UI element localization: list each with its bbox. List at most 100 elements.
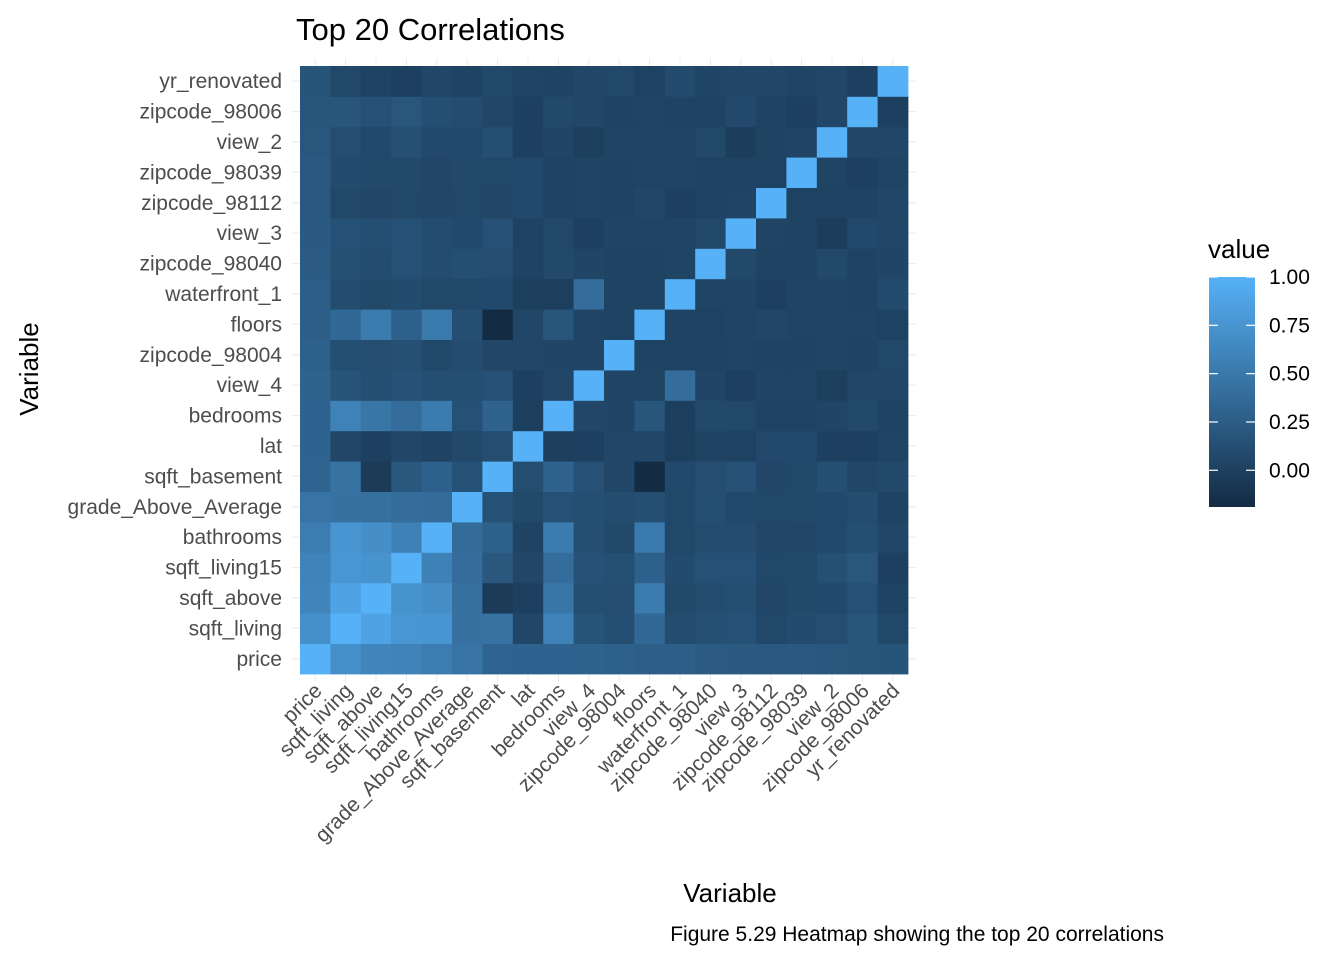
heatmap-cell [391,187,422,219]
heatmap-cell [482,278,514,310]
y-tick-label: bedrooms [189,405,282,428]
heatmap-cells [300,66,909,675]
heatmap-cell [847,400,878,432]
heatmap-cell [543,157,574,188]
heatmap-cell [300,552,331,584]
heatmap-cell [847,96,878,128]
heatmap-cell [300,582,331,614]
heatmap-cell [512,218,544,249]
heatmap-cell [634,218,666,249]
heatmap-cell [604,66,635,97]
heatmap-cell [421,370,453,401]
heatmap-cell [816,552,848,584]
heatmap-cell [664,491,696,523]
heatmap-cell [725,218,757,249]
heatmap-cell [756,218,787,249]
heatmap-cell [452,491,483,523]
heatmap-cell [664,400,696,432]
heatmap-cell [816,66,848,97]
heatmap-cell [877,157,909,188]
heatmap-cell [482,552,514,584]
heatmap-cell [573,66,605,97]
heatmap-cell [725,552,757,584]
heatmap-cell [543,613,574,644]
heatmap-cell [300,400,331,432]
heatmap-cell [634,643,666,675]
heatmap-cell [391,613,422,644]
heatmap-cell [421,157,453,188]
heatmap-cell [391,96,422,128]
heatmap-cell [695,430,726,462]
heatmap-cell [816,430,848,462]
heatmap-cell [573,187,605,219]
heatmap-cell [877,126,909,158]
legend-ticks: 1.00 0.75 0.50 0.25 0.00 [1209,266,1310,482]
heatmap-cell [300,613,331,644]
heatmap-cell [664,613,696,644]
heatmap-cell [482,643,514,675]
heatmap-cell [452,522,483,553]
heatmap-cell [604,582,635,614]
heatmap-cell [877,309,909,340]
heatmap-cell [330,491,362,523]
heatmap-cell [421,430,453,462]
heatmap-cell [543,339,574,371]
y-tick-label: zipcode_98006 [140,101,282,124]
heatmap-cell [330,522,362,553]
heatmap-cell [816,157,848,188]
heatmap-cell [816,248,848,280]
heatmap-cell [421,461,453,492]
heatmap-cell [634,126,666,158]
heatmap-cell [300,309,331,340]
y-tick-label: zipcode_98040 [140,253,282,276]
heatmap-cell [330,461,362,492]
heatmap-cell [756,522,787,553]
heatmap-cell [725,96,757,128]
heatmap-cell [391,400,422,432]
heatmap-cell [877,522,909,553]
heatmap-cell [300,218,331,249]
heatmap-cell [452,278,483,310]
heatmap-cell [391,643,422,675]
heatmap-cell [452,157,483,188]
heatmap-cell [360,157,392,188]
heatmap-cell [391,309,422,340]
heatmap-cell [695,187,726,219]
heatmap-cell [391,248,422,280]
heatmap-cell [877,278,909,310]
heatmap-cell [482,370,514,401]
heatmap-cell [786,582,818,614]
heatmap-cell [482,430,514,462]
heatmap-cell [604,248,635,280]
heatmap-cell [695,157,726,188]
heatmap-cell [452,66,483,97]
heatmap-cell [512,643,544,675]
heatmap-cell [360,643,392,675]
heatmap-cell [391,552,422,584]
heatmap-cell [543,430,574,462]
heatmap-cell [816,582,848,614]
heatmap-cell [847,613,878,644]
heatmap-cell [816,643,848,675]
heatmap-cell [543,370,574,401]
heatmap-cell [512,66,544,97]
heatmap-cell [300,461,331,492]
heatmap-cell [330,643,362,675]
heatmap-cell [756,491,787,523]
y-axis-label: Variable [14,322,44,415]
heatmap-cell [634,370,666,401]
y-tick-label: view_3 [217,222,282,245]
heatmap-cell [300,339,331,371]
heatmap-cell [452,187,483,219]
heatmap-cell [543,582,574,614]
heatmap-cell [816,218,848,249]
heatmap-cell [664,248,696,280]
heatmap-cell [756,582,787,614]
heatmap-cell [391,582,422,614]
heatmap-cell [847,552,878,584]
heatmap-cell [664,643,696,675]
heatmap-cell [482,248,514,280]
heatmap-cell [847,582,878,614]
heatmap-cell [330,96,362,128]
